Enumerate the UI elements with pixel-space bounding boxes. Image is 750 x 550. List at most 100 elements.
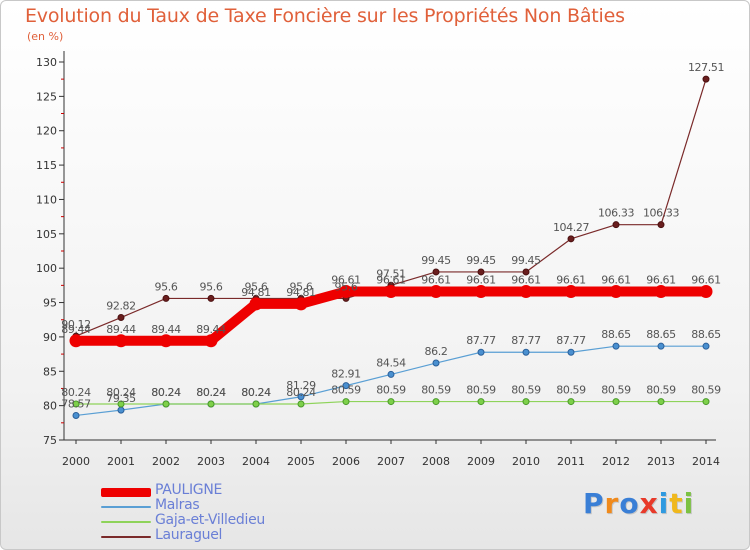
y-tick-label: 115 (36, 159, 57, 172)
logo-letter: t (669, 487, 684, 520)
logo-letter: x (639, 487, 659, 520)
data-point (564, 284, 578, 298)
data-label: 104.27 (553, 221, 589, 234)
data-label: 78.57 (61, 397, 91, 410)
data-label: 96.61 (331, 273, 361, 286)
data-label: 80.24 (151, 386, 181, 399)
data-label: 96.61 (511, 273, 541, 286)
data-label: 89.44 (196, 323, 226, 336)
x-tick-label: 2007 (377, 455, 405, 468)
data-point (69, 334, 83, 348)
data-point (204, 334, 218, 348)
data-point (162, 294, 170, 302)
x-tick-label: 2011 (557, 455, 585, 468)
data-label: 95.6 (290, 280, 313, 293)
data-point (117, 314, 125, 322)
x-tick-label: 2014 (692, 455, 720, 468)
data-point (522, 348, 530, 356)
data-label: 80.59 (376, 384, 406, 397)
data-point (249, 297, 263, 311)
data-point (522, 398, 530, 406)
data-label: 95.6 (200, 280, 223, 293)
data-label: 127.51 (688, 61, 724, 74)
y-tick-label: 80 (43, 400, 57, 413)
data-point (612, 398, 620, 406)
chart-title: Evolution du Taux de Taxe Foncière sur l… (25, 5, 625, 27)
x-tick-label: 2002 (152, 455, 180, 468)
x-tick-label: 2012 (602, 455, 630, 468)
data-point (474, 284, 488, 298)
y-tick-label: 95 (43, 297, 57, 310)
data-label: 94.81 (241, 286, 271, 299)
data-point (612, 221, 620, 229)
x-tick-label: 2001 (107, 455, 135, 468)
data-label: 86.2 (425, 345, 448, 358)
data-point (519, 284, 533, 298)
data-label: 79.35 (106, 392, 136, 405)
x-tick-label: 2003 (197, 455, 225, 468)
data-label: 92.82 (106, 300, 136, 313)
data-label: 97.51 (376, 267, 406, 280)
x-tick-label: 2008 (422, 455, 450, 468)
data-point (117, 406, 125, 414)
data-label: 96.61 (691, 273, 721, 286)
x-tick-label: 2004 (242, 455, 270, 468)
legend-swatch (101, 536, 151, 538)
data-label: 99.45 (466, 254, 496, 267)
data-point (207, 294, 215, 302)
data-label: 84.54 (376, 356, 406, 369)
data-label: 80.24 (106, 386, 136, 399)
data-label: 89.44 (61, 323, 91, 336)
data-point (432, 398, 440, 406)
legend-swatch (101, 487, 151, 497)
data-point (429, 284, 443, 298)
logo-letter: i (683, 487, 695, 520)
x-tick-label: 2005 (287, 455, 315, 468)
data-label: 80.24 (241, 386, 271, 399)
data-point (657, 398, 665, 406)
data-label: 94.81 (286, 286, 316, 299)
data-label: 96.61 (646, 273, 676, 286)
legend-label: Malras (155, 497, 200, 513)
data-label: 87.77 (556, 334, 586, 347)
logo-letter: o (619, 487, 640, 520)
data-point (432, 359, 440, 367)
data-label: 80.59 (421, 384, 451, 397)
data-point (612, 342, 620, 350)
data-point (294, 297, 308, 311)
data-label: 80.59 (601, 384, 631, 397)
data-label: 90.12 (61, 318, 91, 331)
data-point (567, 398, 575, 406)
data-point (567, 348, 575, 356)
data-label: 99.45 (421, 254, 451, 267)
y-tick-label: 105 (36, 228, 57, 241)
legend-label: Lauraguel (155, 527, 223, 543)
data-point (252, 400, 260, 408)
legend-swatch (101, 521, 151, 523)
data-label: 80.59 (556, 384, 586, 397)
proxiti-logo: Proxiti (583, 487, 694, 520)
data-point (609, 284, 623, 298)
y-tick-label: 110 (36, 193, 57, 206)
data-label: 80.24 (196, 386, 226, 399)
data-label: 96.61 (466, 273, 496, 286)
data-label: 80.59 (511, 384, 541, 397)
data-label: 99.45 (511, 254, 541, 267)
data-point (432, 268, 440, 276)
data-label: 96.61 (421, 273, 451, 286)
data-point (702, 342, 710, 350)
data-point (567, 235, 575, 243)
data-point (297, 400, 305, 408)
data-point (477, 268, 485, 276)
data-point (699, 284, 713, 298)
data-label: 88.65 (691, 328, 721, 341)
legend-swatch (101, 506, 151, 508)
data-label: 80.24 (151, 386, 181, 399)
data-label: 88.65 (646, 328, 676, 341)
data-label: 89.44 (151, 323, 181, 336)
data-point (342, 382, 350, 390)
data-point (702, 75, 710, 83)
data-label: 96.61 (376, 273, 406, 286)
logo-letter: r (604, 487, 620, 520)
data-point (114, 334, 128, 348)
